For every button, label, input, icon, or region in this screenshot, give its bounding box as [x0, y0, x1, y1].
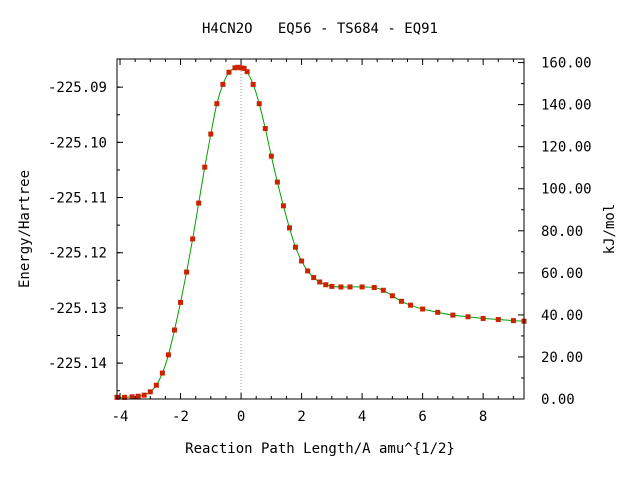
data-point	[135, 393, 141, 399]
y2-tick-label: 0.00	[541, 392, 575, 408]
data-point	[389, 293, 395, 299]
data-point	[510, 318, 516, 324]
plot-frame	[116, 58, 525, 400]
x-axis-label: Reaction Path Length/A amu^{1/2}	[185, 441, 455, 457]
y-tick-label: -225.10	[48, 135, 107, 151]
data-point	[250, 81, 256, 87]
data-point	[256, 101, 262, 107]
axis-layer: -4 -2 0 2 4 6 8 -225.09 -225.10 -225.11 -225.12 -22…	[48, 56, 592, 425]
data-point	[153, 382, 159, 388]
data-point	[238, 65, 244, 71]
y2-axis-label: kJ/mol	[602, 204, 618, 255]
data-point	[293, 244, 299, 250]
data-point	[196, 200, 202, 206]
data-point	[159, 370, 165, 376]
data-point	[190, 236, 196, 242]
data-point	[398, 298, 404, 304]
data-point	[141, 392, 147, 398]
data-point	[184, 269, 190, 275]
y2-tick-label: 120.00	[541, 140, 592, 156]
data-point	[450, 312, 456, 318]
data-point	[178, 299, 184, 305]
x-tick-label: -4	[112, 409, 129, 425]
data-point	[435, 309, 441, 315]
chart-title: H4CN2O EQ56 - TS684 - EQ91	[202, 21, 438, 37]
data-point	[220, 81, 226, 87]
y2-tick-label: 60.00	[541, 266, 583, 282]
data-point	[122, 394, 128, 400]
data-point	[274, 179, 280, 185]
y-axis-label: Energy/Hartree	[17, 170, 33, 288]
x-tick-label: 0	[237, 409, 245, 425]
plot-layer	[114, 59, 527, 400]
x-tick-label: 2	[297, 409, 305, 425]
data-point	[214, 101, 220, 107]
y-tick-label: -225.11	[48, 191, 107, 207]
data-point	[299, 258, 305, 264]
x-tick-label: -2	[172, 409, 189, 425]
series-line	[116, 66, 525, 398]
data-point	[226, 69, 232, 75]
data-point	[235, 64, 241, 70]
data-point	[147, 389, 153, 395]
y-tick-label: -225.12	[48, 246, 107, 262]
data-point	[420, 306, 426, 312]
data-point	[495, 317, 501, 323]
y2-tick-label: 20.00	[541, 350, 583, 366]
y2-tick-label: 140.00	[541, 98, 592, 114]
data-point	[359, 284, 365, 290]
data-point	[202, 164, 208, 170]
data-point	[465, 314, 471, 320]
data-point	[280, 203, 286, 209]
data-point	[338, 284, 344, 290]
data-point	[408, 302, 414, 308]
y2-tick-label: 160.00	[541, 56, 592, 72]
data-point	[165, 352, 171, 358]
data-point	[268, 153, 274, 159]
data-point	[305, 268, 311, 274]
y-tick-label: -225.09	[48, 80, 107, 96]
y-tick-label: -225.13	[48, 301, 107, 317]
data-point	[317, 279, 323, 285]
data-point	[129, 394, 135, 400]
data-point	[262, 126, 268, 132]
data-point	[347, 284, 353, 290]
data-point	[311, 275, 317, 281]
x-tick-label: 6	[418, 409, 426, 425]
data-point	[232, 65, 238, 71]
y2-tick-label: 80.00	[541, 224, 583, 240]
data-point	[323, 282, 329, 288]
y-tick-label: -225.14	[48, 356, 107, 372]
data-point	[241, 65, 247, 71]
data-point	[329, 283, 335, 289]
data-point	[480, 315, 486, 321]
data-point	[371, 285, 377, 291]
x-tick-label: 8	[479, 409, 487, 425]
y2-tick-label: 40.00	[541, 308, 583, 324]
data-point	[244, 69, 250, 75]
x-tick-label: 4	[358, 409, 366, 425]
y2-tick-label: 100.00	[541, 182, 592, 198]
data-point	[380, 287, 386, 293]
data-point	[171, 327, 177, 333]
data-point	[286, 225, 292, 231]
data-point	[208, 131, 214, 137]
